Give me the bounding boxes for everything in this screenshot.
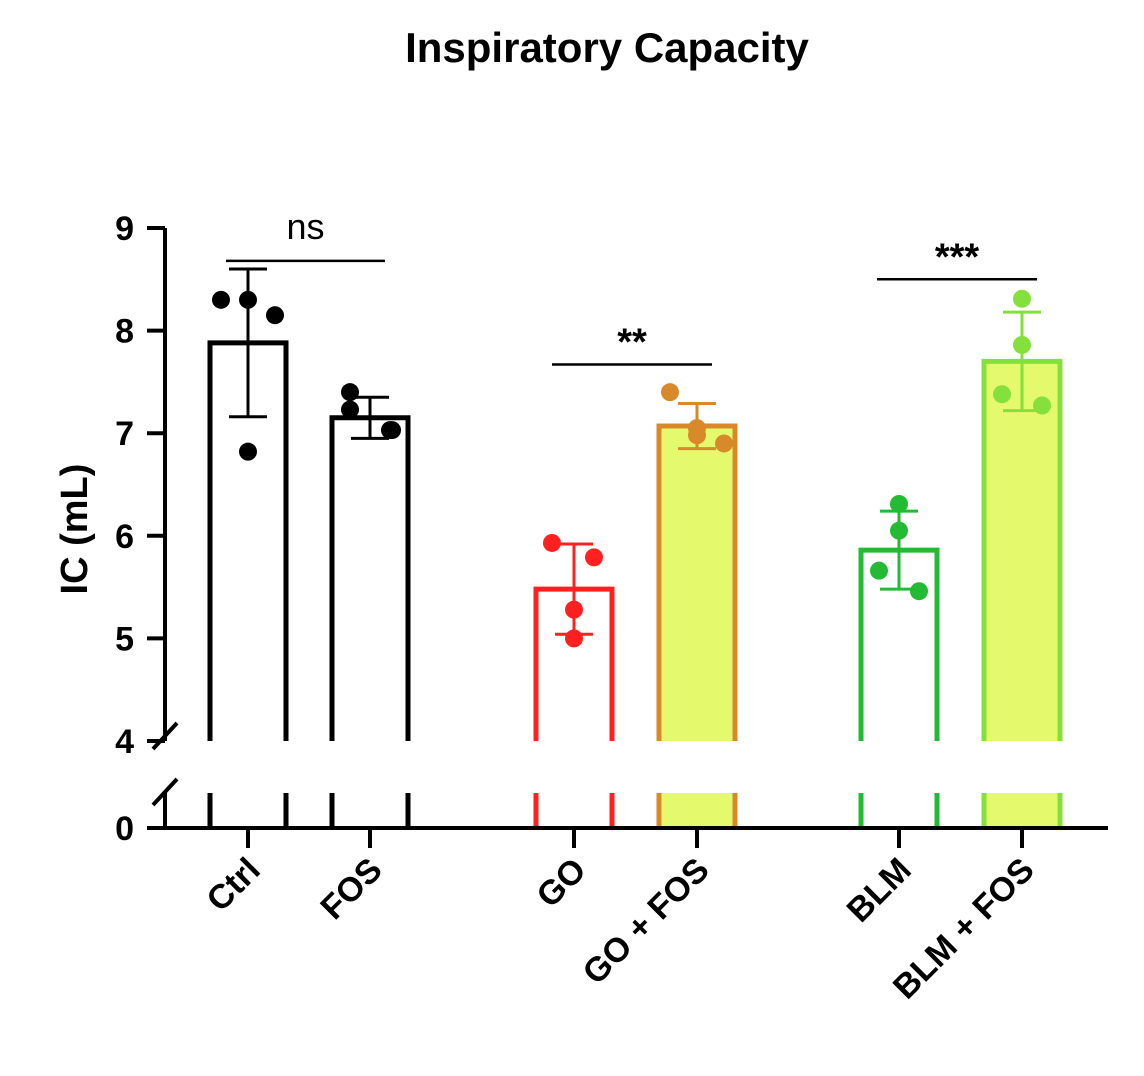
bar-lower-fill	[659, 793, 735, 828]
y-tick-label: 5	[115, 620, 134, 658]
data-point	[870, 561, 888, 580]
y-tick-label: 4	[115, 723, 134, 761]
data-point	[715, 434, 733, 453]
axis-break-mark-upper	[151, 721, 179, 751]
y-axis-title: IC (mL)	[54, 464, 96, 595]
significance-label: ***	[935, 236, 980, 278]
data-point	[1033, 396, 1051, 415]
bar-fill	[984, 361, 1060, 741]
data-point	[212, 290, 230, 309]
y-tick-label: 0	[115, 810, 134, 848]
data-point	[543, 533, 561, 552]
x-category-label: GO + FOS	[576, 851, 717, 992]
bar-fill	[659, 426, 735, 741]
data-point	[565, 629, 583, 648]
data-point	[661, 383, 679, 402]
x-category-label: GO	[529, 851, 593, 915]
y-tick-label: 8	[115, 313, 134, 351]
data-point	[890, 494, 908, 513]
bar-fill	[332, 417, 408, 741]
bar-lower-fill	[332, 793, 408, 828]
chart-title: Inspiratory Capacity	[405, 24, 809, 71]
bar-lower-fill	[210, 793, 286, 828]
data-point	[381, 421, 399, 440]
data-point	[239, 290, 257, 309]
data-point	[341, 400, 359, 419]
bar-lower-fill	[536, 793, 612, 828]
data-point	[266, 306, 284, 325]
data-point	[585, 548, 603, 567]
data-point	[1013, 289, 1031, 308]
data-point	[1013, 335, 1031, 354]
axis-break-mark-lower	[151, 777, 179, 807]
data-point	[688, 426, 706, 445]
y-tick-label: 9	[115, 210, 134, 248]
data-point	[993, 385, 1011, 404]
data-point	[341, 383, 359, 402]
x-category-label: Ctrl	[199, 851, 267, 919]
significance-label: ns	[286, 206, 324, 247]
bar-lower-fill	[984, 793, 1060, 828]
y-tick-label: 6	[115, 518, 134, 556]
y-tick-label: 7	[115, 415, 134, 453]
x-category-label: BLM	[840, 851, 919, 930]
x-category-label: FOS	[313, 851, 389, 927]
data-point	[910, 582, 928, 601]
data-point	[890, 521, 908, 540]
data-point	[565, 600, 583, 619]
significance-label: **	[617, 321, 647, 363]
bar-lower-fill	[861, 793, 937, 828]
data-point	[239, 442, 257, 461]
